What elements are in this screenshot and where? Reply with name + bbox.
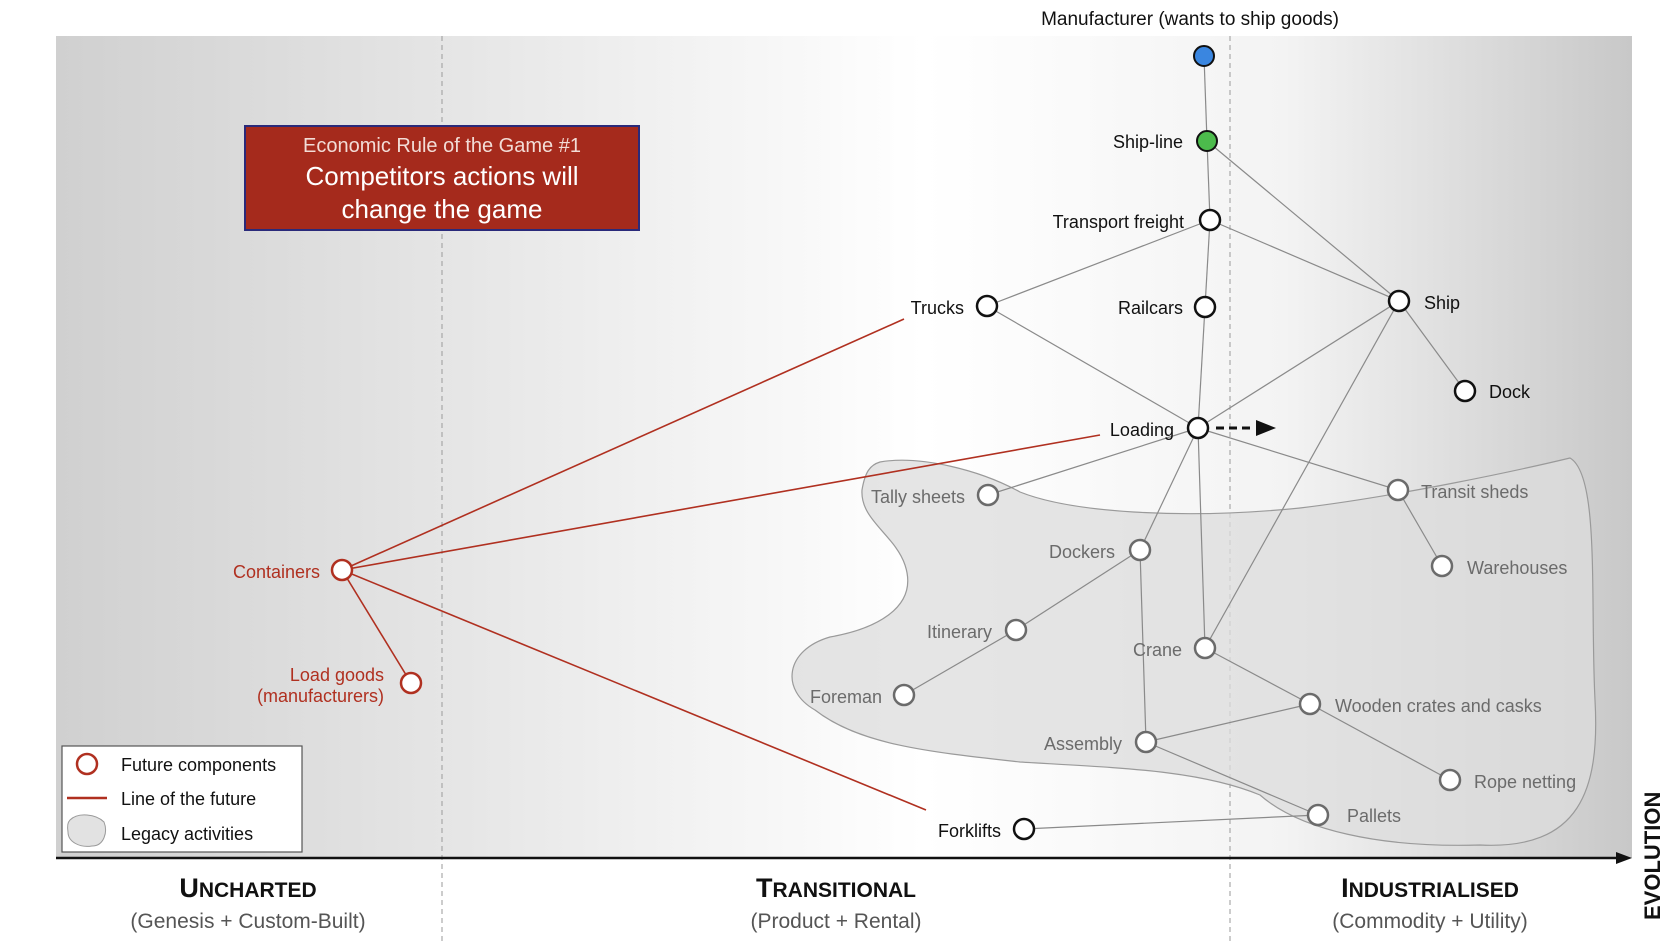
transit-sheds-node[interactable]	[1386, 478, 1410, 502]
transit-sheds-label: Transit sheds	[1421, 482, 1528, 502]
itinerary-label: Itinerary	[927, 622, 992, 642]
stage-uncharted-title: UNCHARTED	[179, 873, 316, 903]
axis-arrowhead	[1616, 852, 1632, 864]
legend-future-icon	[75, 752, 99, 776]
stage-transitional-title: TRANSITIONAL	[756, 873, 916, 903]
crane-label: Crane	[1133, 640, 1182, 660]
assembly-label: Assembly	[1044, 734, 1122, 754]
loading-node[interactable]	[1186, 416, 1210, 440]
legend: Future components Line of the future Leg…	[61, 745, 303, 853]
foreman-label: Foreman	[810, 687, 882, 707]
manufacturer-label: Manufacturer (wants to ship goods)	[1041, 9, 1339, 30]
foreman-node[interactable]	[892, 683, 916, 707]
wooden-crates-label: Wooden crates and casks	[1335, 696, 1542, 716]
rule-note: Economic Rule of the Game #1 Competitors…	[244, 125, 640, 231]
evolution-axis-label: EVOLUTION	[1640, 792, 1665, 920]
railcars-node[interactable]	[1193, 295, 1217, 319]
warehouses-node[interactable]	[1430, 554, 1454, 578]
stage-industrialised-title: INDUSTRIALISED	[1341, 873, 1519, 903]
load-goods-label: Load goods	[290, 665, 384, 685]
rule-note-line1: Competitors actions will	[305, 161, 578, 191]
pallets-node[interactable]	[1306, 803, 1330, 827]
node-labels: Manufacturer (wants to ship goods) Ship-…	[233, 9, 1576, 841]
trucks-label: Trucks	[911, 298, 964, 318]
itinerary-node[interactable]	[1004, 618, 1028, 642]
legend-legacy-icon	[67, 814, 106, 847]
stage-transitional-subtitle: (Product + Rental)	[751, 910, 922, 933]
railcars-label: Railcars	[1118, 298, 1183, 318]
transport-freight-node[interactable]	[1198, 208, 1222, 232]
dockers-label: Dockers	[1049, 542, 1115, 562]
wooden-crates-node[interactable]	[1298, 692, 1322, 716]
forklifts-node[interactable]	[1012, 817, 1036, 841]
evolution-arrowhead	[1256, 420, 1276, 436]
rope-netting-label: Rope netting	[1474, 772, 1576, 792]
dependency-links	[903, 55, 1466, 830]
legend-line-label: Line of the future	[121, 789, 256, 809]
transport-freight-label: Transport freight	[1053, 212, 1184, 232]
rule-note-box	[244, 125, 640, 231]
assembly-node[interactable]	[1134, 730, 1158, 754]
load-goods-node[interactable]	[399, 671, 423, 695]
shipline-label: Ship-line	[1113, 132, 1183, 152]
warehouses-label: Warehouses	[1467, 558, 1567, 578]
tally-sheets-label: Tally sheets	[871, 487, 965, 507]
tally-sheets-node[interactable]	[976, 483, 1000, 507]
rule-note-line2: change the game	[342, 194, 543, 224]
shipline-node[interactable]	[1196, 130, 1218, 152]
rope-netting-node[interactable]	[1438, 768, 1462, 792]
rule-note-title: Economic Rule of the Game #1	[303, 135, 581, 157]
stage-industrialised-subtitle: (Commodity + Utility)	[1332, 910, 1527, 933]
dock-label: Dock	[1489, 382, 1531, 402]
forklifts-label: Forklifts	[938, 821, 1001, 841]
stage-uncharted-subtitle: (Genesis + Custom-Built)	[130, 910, 365, 933]
ship-label: Ship	[1424, 293, 1460, 313]
stage-headers: UNCHARTED (Genesis + Custom-Built) TRANS…	[130, 873, 1527, 933]
lines-of-the-future	[341, 318, 1101, 811]
trucks-node[interactable]	[975, 294, 999, 318]
containers-node[interactable]	[330, 558, 354, 582]
legend-legacy-label: Legacy activities	[121, 824, 253, 844]
pallets-label: Pallets	[1347, 806, 1401, 826]
load-goods-sublabel: (manufacturers)	[257, 686, 384, 706]
containers-label: Containers	[233, 562, 320, 582]
dockers-node[interactable]	[1128, 538, 1152, 562]
crane-node[interactable]	[1193, 636, 1217, 660]
ship-node[interactable]	[1387, 289, 1411, 313]
manufacturer-node[interactable]	[1193, 45, 1215, 67]
legend-future-label: Future components	[121, 755, 276, 775]
loading-label: Loading	[1110, 420, 1174, 440]
nodes	[330, 45, 1477, 841]
dock-node[interactable]	[1453, 379, 1477, 403]
